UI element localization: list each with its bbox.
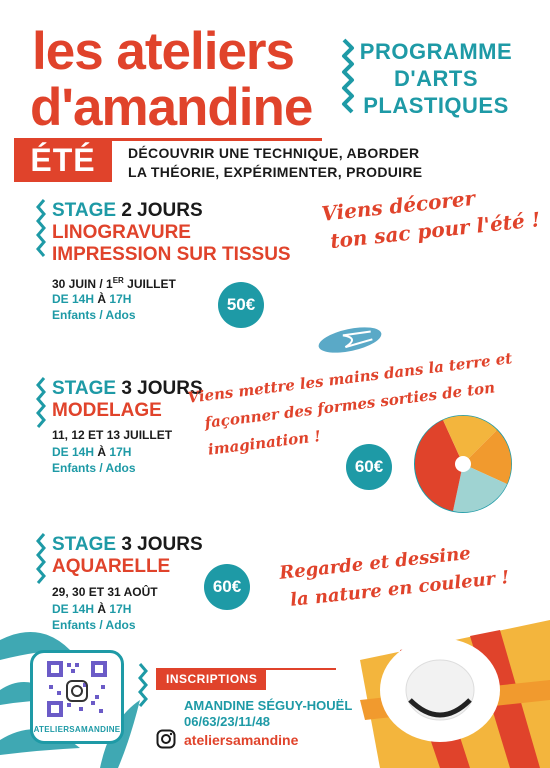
stage-1-time: DE 14H À 17H <box>52 291 131 307</box>
date-text: JUILLET <box>124 277 176 291</box>
program-line: D'ARTS <box>356 65 516 92</box>
description-line: DÉCOUVRIR UNE TECHNIQUE, ABORDER <box>128 144 422 163</box>
time-sep: À <box>97 292 106 306</box>
stage-3-subtitle: AQUARELLE <box>52 556 170 578</box>
stage-1-title: STAGE 2 JOURS <box>52 200 203 222</box>
stage-2-audience: Enfants / Ados <box>52 460 136 476</box>
time-sep: À <box>97 602 106 616</box>
stage-prefix: STAGE <box>52 200 116 221</box>
qr-code-pattern <box>33 655 121 725</box>
time-from: DE 14H <box>52 602 94 616</box>
inscriptions-divider <box>266 668 336 670</box>
page-title-line2: d'amandine <box>30 80 312 136</box>
contact-name: AMANDINE SÉGUY-HOUËL <box>184 697 352 714</box>
sun-hat-icon <box>360 620 550 768</box>
stage-2-subtitle: MODELAGE <box>52 400 162 422</box>
stage-3-date: 29, 30 ET 31 AOÛT <box>52 584 158 600</box>
time-to: 17H <box>109 602 131 616</box>
inscriptions-badge: INSCRIPTIONS <box>156 668 266 690</box>
date-text: 30 JUIN / 1 <box>52 277 113 291</box>
instagram-handle[interactable]: ateliersamandine <box>184 731 298 749</box>
stage-2-title: STAGE 3 JOURS <box>52 378 203 400</box>
description-line: LA THÉORIE, EXPÉRIMENTER, PRODUIRE <box>128 163 422 182</box>
program-line: PROGRAMME <box>356 38 516 65</box>
title-text: les ateliers <box>32 22 294 81</box>
stage-2-time: DE 14H À 17H <box>52 444 131 460</box>
stage-1-audience: Enfants / Ados <box>52 307 136 323</box>
qr-label: ATELIERSAMANDINE <box>30 725 124 734</box>
stage-2-price: 60€ <box>346 444 392 490</box>
stage-3-time: DE 14H À 17H <box>52 601 131 617</box>
page-title-line1: les ateliers <box>32 24 294 80</box>
season-badge: ÉTÉ <box>14 138 112 182</box>
stage-prefix: STAGE <box>52 534 116 555</box>
program-label: PROGRAMME D'ARTS PLASTIQUES <box>356 38 516 119</box>
time-to: 17H <box>109 445 131 459</box>
program-line: PLASTIQUES <box>356 92 516 119</box>
season-divider <box>112 138 322 141</box>
contact-phone[interactable]: 06/63/23/11/48 <box>184 713 270 730</box>
stage-3-audience: Enfants / Ados <box>52 617 136 633</box>
time-from: DE 14H <box>52 292 94 306</box>
stage-duration: 2 JOURS <box>121 200 202 221</box>
time-from: DE 14H <box>52 445 94 459</box>
stage-1-date: 30 JUIN / 1ER JUILLET <box>52 273 176 292</box>
date-sup: ER <box>113 276 124 285</box>
instagram-icon <box>156 729 176 749</box>
stage-1-subtitle: LINOGRAVURE <box>52 222 191 244</box>
season-description: DÉCOUVRIR UNE TECHNIQUE, ABORDER LA THÉO… <box>128 144 422 182</box>
flip-flop-icon <box>316 323 383 358</box>
zigzag-icon <box>38 200 44 256</box>
stage-3-title: STAGE 3 JOURS <box>52 534 203 556</box>
stage-prefix: STAGE <box>52 378 116 399</box>
zigzag-icon <box>344 40 352 112</box>
time-to: 17H <box>109 292 131 306</box>
stage-1-price: 50€ <box>218 282 264 328</box>
stage-duration: 3 JOURS <box>121 534 202 555</box>
time-sep: À <box>97 445 106 459</box>
stage-1-subtitle: IMPRESSION SUR TISSUS <box>52 244 291 266</box>
zigzag-icon <box>140 664 146 706</box>
stage-2-date: 11, 12 ET 13 JUILLET <box>52 427 172 443</box>
stage-3-price: 60€ <box>204 564 250 610</box>
zigzag-icon <box>38 378 44 427</box>
zigzag-icon <box>38 534 44 583</box>
